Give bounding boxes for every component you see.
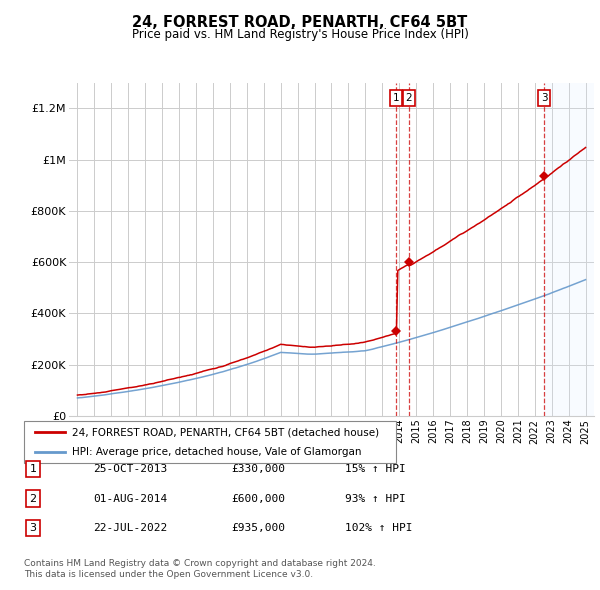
- Text: HPI: Average price, detached house, Vale of Glamorgan: HPI: Average price, detached house, Vale…: [73, 447, 362, 457]
- Text: 3: 3: [29, 523, 37, 533]
- Bar: [544, 83, 594, 416]
- Text: 1: 1: [29, 464, 37, 474]
- Text: 24, FORREST ROAD, PENARTH, CF64 5BT (detached house): 24, FORREST ROAD, PENARTH, CF64 5BT (det…: [73, 427, 379, 437]
- Text: 3: 3: [541, 93, 547, 103]
- Text: 15% ↑ HPI: 15% ↑ HPI: [345, 464, 406, 474]
- Text: 1: 1: [392, 93, 400, 103]
- Text: 2: 2: [29, 494, 37, 503]
- Text: Contains HM Land Registry data © Crown copyright and database right 2024.: Contains HM Land Registry data © Crown c…: [24, 559, 376, 568]
- Text: 01-AUG-2014: 01-AUG-2014: [93, 494, 167, 503]
- Text: 24, FORREST ROAD, PENARTH, CF64 5BT: 24, FORREST ROAD, PENARTH, CF64 5BT: [133, 15, 467, 30]
- Text: 2: 2: [406, 93, 412, 103]
- Text: 102% ↑ HPI: 102% ↑ HPI: [345, 523, 413, 533]
- Text: 22-JUL-2022: 22-JUL-2022: [93, 523, 167, 533]
- FancyBboxPatch shape: [24, 421, 396, 463]
- Text: 93% ↑ HPI: 93% ↑ HPI: [345, 494, 406, 503]
- Text: £935,000: £935,000: [231, 523, 285, 533]
- Text: £600,000: £600,000: [231, 494, 285, 503]
- Text: This data is licensed under the Open Government Licence v3.0.: This data is licensed under the Open Gov…: [24, 571, 313, 579]
- Text: £330,000: £330,000: [231, 464, 285, 474]
- Text: Price paid vs. HM Land Registry's House Price Index (HPI): Price paid vs. HM Land Registry's House …: [131, 28, 469, 41]
- Text: 25-OCT-2013: 25-OCT-2013: [93, 464, 167, 474]
